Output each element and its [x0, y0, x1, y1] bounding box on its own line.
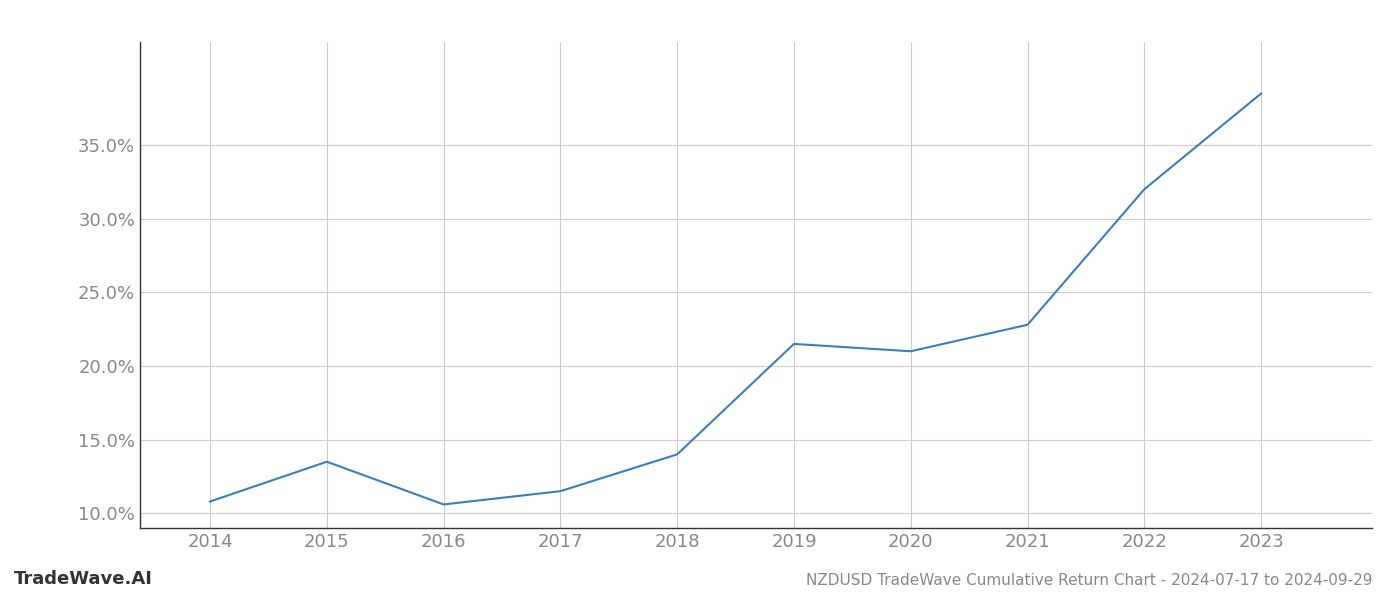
Text: TradeWave.AI: TradeWave.AI — [14, 570, 153, 588]
Text: NZDUSD TradeWave Cumulative Return Chart - 2024-07-17 to 2024-09-29: NZDUSD TradeWave Cumulative Return Chart… — [805, 573, 1372, 588]
